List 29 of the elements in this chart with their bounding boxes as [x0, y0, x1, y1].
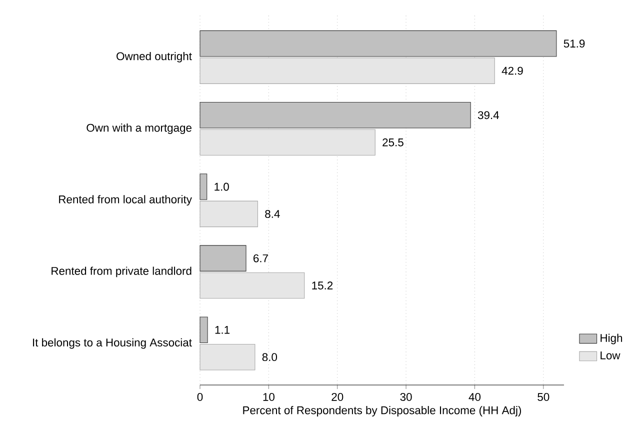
x-tick-label: 20 — [332, 393, 344, 401]
data-label: 42.9 — [502, 66, 523, 75]
data-label: 15.2 — [312, 282, 333, 290]
x-tick-label: 30 — [400, 393, 412, 401]
data-label: 1.1 — [215, 326, 230, 334]
y-tick-label: Own with a mortgage — [86, 124, 192, 134]
data-label: 25.5 — [382, 138, 404, 146]
x-tick-label: 50 — [538, 393, 550, 401]
data-label: 6.7 — [254, 254, 268, 262]
legend-label: High — [600, 334, 622, 344]
y-tick-label: Owned outright — [116, 52, 192, 62]
data-label: 8.4 — [265, 210, 280, 218]
bar — [200, 245, 246, 272]
data-label: 39.4 — [478, 111, 499, 120]
x-tick-label: 40 — [468, 393, 481, 401]
bar — [200, 174, 208, 200]
data-label: 51.9 — [564, 40, 585, 48]
x-axis-title: Percent of Respondents by Disposable Income (HH Adj) — [243, 406, 522, 416]
y-tick-label: Rented from local authority — [59, 195, 192, 206]
y-tick-label: Rented from private landlord — [52, 266, 192, 278]
data-label: 8.0 — [262, 353, 278, 362]
x-tick-label: 0 — [197, 393, 203, 401]
bar — [200, 30, 557, 57]
bar — [200, 102, 471, 128]
x-tick-label: 10 — [263, 393, 274, 401]
data-label: 1.0 — [214, 182, 229, 191]
y-tick-label: It belongs to a Housing Associat — [33, 338, 192, 349]
bar — [200, 316, 208, 344]
legend-label: Low — [600, 352, 620, 360]
